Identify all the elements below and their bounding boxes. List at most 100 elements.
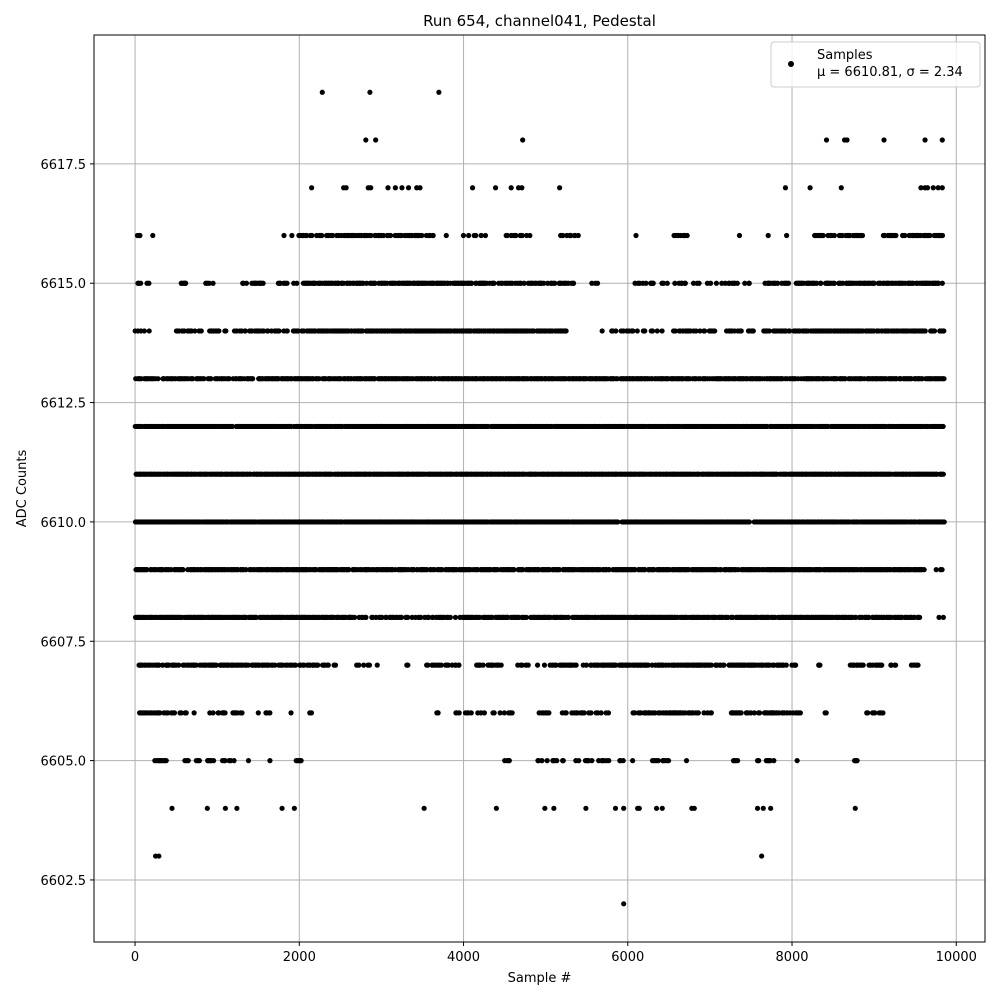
sample-point [171, 710, 178, 716]
sample-point [267, 710, 273, 716]
sample-point [447, 614, 453, 620]
sample-point [506, 758, 512, 764]
sample-point [939, 567, 945, 573]
sample-point [198, 328, 204, 334]
sample-point [588, 710, 594, 716]
sample-point [693, 328, 699, 334]
sample-point [284, 328, 290, 334]
sample-point [766, 328, 773, 334]
sample-point [374, 662, 380, 668]
sample-point [425, 662, 431, 668]
sample-point [229, 423, 236, 430]
sample-point [605, 710, 612, 716]
sample-point [398, 614, 405, 620]
sample-point [940, 614, 946, 620]
sample-point [267, 758, 273, 764]
sample-point [208, 376, 214, 382]
sample-point [176, 662, 182, 668]
sample-point [243, 567, 249, 573]
sample-point [245, 758, 252, 764]
sample-point [481, 710, 488, 716]
sample-point [222, 710, 228, 716]
sample-point [794, 758, 800, 764]
sample-point [226, 376, 232, 382]
sample-point [702, 328, 708, 334]
sample-point [589, 758, 595, 764]
sample-point [746, 519, 753, 525]
sample-point [292, 662, 299, 668]
sample-point [216, 710, 222, 716]
sample-point [751, 710, 757, 716]
sample-point [146, 328, 152, 334]
sample-point [654, 328, 660, 334]
sample-point [156, 662, 162, 668]
sample-point [346, 567, 352, 573]
sample-point [631, 710, 638, 716]
sample-point [308, 710, 315, 716]
sample-point [630, 758, 636, 764]
sample-point [576, 758, 582, 764]
sample-point [712, 328, 718, 334]
sample-point [255, 710, 261, 716]
sample-point [213, 662, 219, 668]
sample-point [599, 328, 605, 334]
sample-point [210, 758, 217, 764]
sample-point [501, 710, 507, 716]
sample-point [697, 328, 703, 334]
sample-point [756, 758, 762, 764]
sample-point [915, 662, 921, 668]
sample-point [620, 758, 626, 764]
sample-point [196, 758, 202, 764]
sample-point [645, 662, 651, 668]
sample-point [541, 662, 548, 668]
sample-point [573, 662, 579, 668]
sample-point [634, 328, 640, 334]
sample-point [361, 662, 367, 668]
sample-point [630, 328, 636, 334]
sample-point [738, 328, 744, 334]
sample-point [563, 710, 569, 716]
sample-point [606, 567, 612, 573]
sample-point [272, 662, 278, 668]
sample-point [351, 614, 358, 620]
sample-point [426, 614, 432, 620]
sample-point [456, 662, 462, 668]
sample-point [216, 328, 222, 334]
sample-point [223, 328, 229, 334]
sample-point [560, 758, 566, 764]
sample-point [193, 662, 199, 668]
sample-point [519, 662, 525, 668]
sample-point [253, 614, 259, 620]
sample-point [872, 710, 878, 716]
sample-point [276, 328, 282, 334]
sample-point [497, 710, 503, 716]
sample-point [865, 710, 871, 716]
sample-point [315, 662, 321, 668]
sample-point [556, 567, 563, 573]
sample-point [405, 662, 411, 668]
sample-point [565, 614, 572, 620]
sample-point [239, 710, 245, 716]
sample-point [210, 710, 216, 716]
sample-point [180, 567, 186, 573]
sample-point [563, 328, 569, 334]
sample-point [480, 662, 486, 668]
sample-point [553, 662, 559, 668]
sample-point [546, 710, 552, 716]
sample-point [185, 758, 191, 764]
sample-point [456, 710, 462, 716]
sample-point [356, 662, 362, 668]
sample-point [940, 471, 946, 477]
sample-point [817, 662, 823, 668]
sample-point [165, 710, 171, 716]
sample-point [201, 376, 207, 382]
sample-point [787, 328, 793, 334]
sample-point [583, 662, 589, 668]
sample-point [936, 614, 942, 620]
sample-point [672, 328, 678, 334]
sample-point [783, 662, 789, 668]
sample-point [509, 710, 515, 716]
sample-point [452, 614, 459, 620]
